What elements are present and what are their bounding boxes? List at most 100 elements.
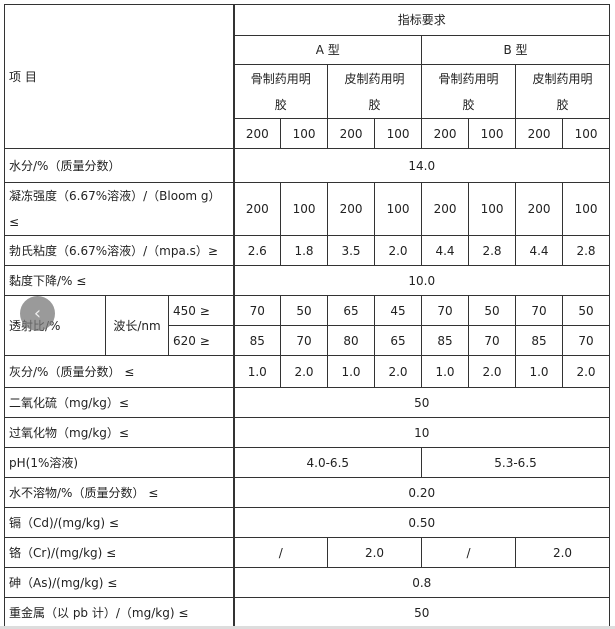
row-label: 水不溶物/%（质量分数） ≤: [3, 477, 235, 508]
value-cell: 70: [232, 295, 282, 326]
value-cell: 85: [232, 325, 282, 356]
value-cell: 1.0: [515, 355, 564, 388]
grade-header: 200: [421, 118, 470, 149]
value-cell: 100: [562, 182, 611, 236]
row-label: 二氧化硫（mg/kg）≤: [3, 387, 235, 418]
wavelength-label: 波长/nm: [105, 295, 169, 356]
row-label: 水分/%（质量分数）: [3, 148, 235, 183]
value-cell: 4.4: [515, 235, 564, 266]
table-row: 黏度下降/% ≤10.0: [3, 265, 611, 296]
subtype-header: 骨制药用明胶: [421, 64, 517, 119]
subtype-header: 皮制药用明胶: [515, 64, 611, 119]
value-cell: 200: [421, 182, 470, 236]
subtype-header: 骨制药用明胶: [232, 64, 329, 119]
value-cell: 70: [280, 325, 329, 356]
value-cell: 2.0: [468, 355, 517, 388]
value-cell: 1.0: [327, 355, 376, 388]
value-cell: 2.6: [232, 235, 282, 266]
value-cell: 14.0: [232, 148, 611, 183]
grade-header: 100: [280, 118, 329, 149]
index-header: 指标要求: [232, 4, 611, 36]
table-row: 勃氏粘度（6.67%溶液）/（mpa.s）≥ 2.6 1.8 3.5 2.0 4.4 2.8…: [3, 235, 611, 266]
chevron-left-icon: ‹: [33, 303, 42, 324]
type-b-header: B 型: [421, 35, 611, 65]
value-cell: 0.20: [232, 477, 611, 508]
row-label: 勃氏粘度（6.67%溶液）/（mpa.s）≥: [3, 235, 235, 266]
row-label: 重金属（以 pb 计）/（mg/kg) ≤: [3, 597, 235, 628]
value-cell: 65: [374, 325, 423, 356]
value-cell: 65: [327, 295, 376, 326]
value-cell: 0.50: [232, 507, 611, 538]
value-cell: 1.0: [232, 355, 282, 388]
table-row: 二氧化硫（mg/kg）≤ 50: [3, 387, 611, 418]
row-label: 灰分/%（质量分数） ≤: [3, 355, 235, 388]
table-row: 镉（Cd)/(mg/kg) ≤0.50: [3, 507, 611, 538]
value-cell: 2.0: [374, 355, 423, 388]
table-row: 灰分/%（质量分数） ≤1.0 2.0 1.0 2.0 1.0 2.0 1.0 2.0: [3, 355, 611, 388]
grade-header: 200: [232, 118, 282, 149]
subtype-header: 皮制药用明胶: [327, 64, 423, 119]
grade-header: 100: [374, 118, 423, 149]
value-cell: 3.5: [327, 235, 376, 266]
grade-header: 100: [562, 118, 611, 149]
value-cell: 1.8: [280, 235, 329, 266]
value-cell: 2.0: [327, 537, 423, 568]
value-cell: 200: [232, 182, 282, 236]
table-row: 铬（Cr)/(mg/kg) ≤/2.0/2.0: [3, 537, 611, 568]
value-cell: 85: [421, 325, 470, 356]
wavelength-value: 620 ≥: [167, 325, 235, 356]
table-row: 过氧化物（mg/kg）≤ 10: [3, 417, 611, 448]
value-cell: 1.0: [421, 355, 470, 388]
type-a-header: A 型: [232, 35, 423, 65]
gelatin-spec-table: 项 目 指标要求 A 型 B 型 骨制药用明胶 皮制药用明胶 骨制药用明胶 皮制…: [3, 4, 611, 628]
row-label: 砷（As)/(mg/kg) ≤: [3, 567, 235, 598]
value-cell: 4.0-6.5: [232, 447, 423, 478]
table-row: 凝冻强度（6.67%溶液）/（Bloom g）≤ 200 100 200 100 200 1…: [3, 182, 611, 236]
value-cell: 50: [232, 597, 611, 628]
value-cell: 200: [515, 182, 564, 236]
table-row: 620 ≥85 70 80 65 85 70 85 70: [5, 325, 611, 356]
row-label: 镉（Cd)/(mg/kg) ≤: [3, 507, 235, 538]
value-cell: 200: [327, 182, 376, 236]
value-cell: 70: [468, 325, 517, 356]
table-row: 水分/%（质量分数） 14.0: [3, 148, 611, 183]
value-cell: 10.0: [232, 265, 611, 296]
value-cell: 2.0: [562, 355, 611, 388]
value-cell: 70: [515, 295, 564, 326]
table-row: 重金属（以 pb 计）/（mg/kg) ≤50: [3, 597, 611, 628]
row-label: 凝冻强度（6.67%溶液）/（Bloom g）≤: [3, 182, 235, 236]
value-cell: /: [421, 537, 517, 568]
value-cell: /: [232, 537, 329, 568]
value-cell: 50: [468, 295, 517, 326]
value-cell: 85: [515, 325, 564, 356]
grade-header: 200: [327, 118, 376, 149]
back-button[interactable]: ‹: [20, 296, 55, 331]
wavelength-value: 450 ≥: [167, 295, 235, 326]
value-cell: 70: [562, 325, 611, 356]
grade-header: 200: [515, 118, 564, 149]
value-cell: 50: [280, 295, 329, 326]
table-row: 水不溶物/%（质量分数） ≤0.20: [3, 477, 611, 508]
value-cell: 0.8: [232, 567, 611, 598]
value-cell: 50: [562, 295, 611, 326]
value-cell: 100: [280, 182, 329, 236]
row-label: 黏度下降/% ≤: [3, 265, 235, 296]
value-cell: 2.8: [562, 235, 611, 266]
value-cell: 100: [468, 182, 517, 236]
horizontal-scrollbar[interactable]: [0, 626, 615, 629]
value-cell: 100: [374, 182, 423, 236]
value-cell: 5.3-6.5: [421, 447, 611, 478]
item-header: 项 目: [3, 4, 235, 149]
table-row: pH(1%溶液) 4.0-6.5 5.3-6.5: [3, 447, 611, 478]
row-label: pH(1%溶液): [3, 447, 235, 478]
transmittance-label: 透射比/%: [4, 295, 106, 356]
value-cell: 4.4: [421, 235, 470, 266]
grade-header: 100: [468, 118, 517, 149]
value-cell: 10: [232, 417, 611, 448]
value-cell: 2.0: [280, 355, 329, 388]
value-cell: 80: [327, 325, 376, 356]
table-row: 砷（As)/(mg/kg) ≤0.8: [3, 567, 611, 598]
row-label: 过氧化物（mg/kg）≤: [3, 417, 235, 448]
value-cell: 50: [232, 387, 611, 418]
